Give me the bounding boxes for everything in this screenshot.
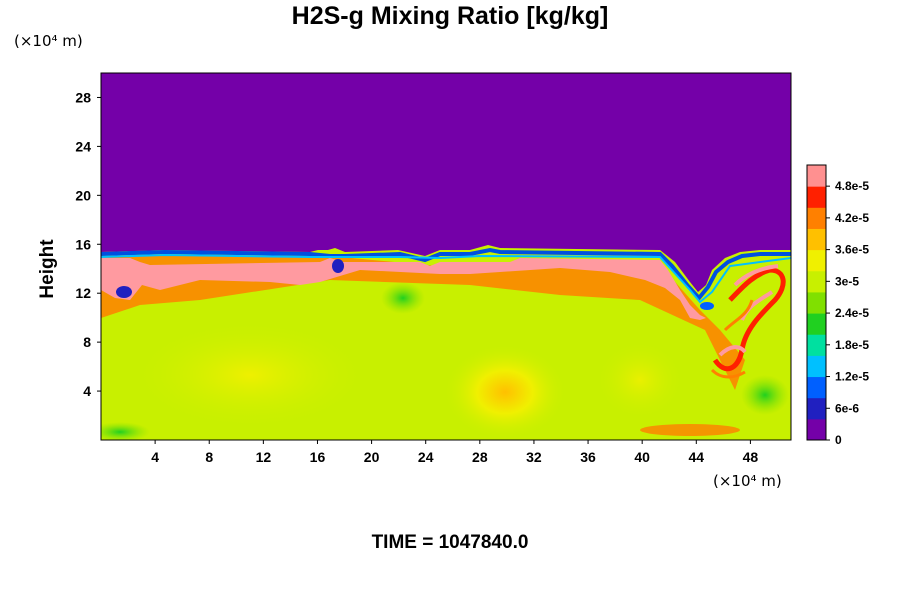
colorbar-tick-label: 2.4e-5 — [835, 306, 869, 320]
plume-orange — [710, 299, 754, 379]
colorbar-tick-label: 3.6e-5 — [835, 243, 869, 257]
field-upper-region — [101, 73, 791, 292]
eddy-left — [130, 320, 370, 430]
y-axis-ticks: 4 8 12 16 20 24 28 — [75, 89, 101, 399]
green-blob-right — [741, 375, 789, 415]
y-tick-label: 20 — [75, 187, 91, 203]
colorbar-segment — [807, 165, 826, 187]
colorbar-segment — [807, 270, 826, 293]
colorbar-segment — [807, 313, 826, 335]
x-tick-label: 28 — [472, 449, 488, 465]
colorbar-tick-label: 6e-6 — [835, 401, 859, 415]
y-tick-label: 24 — [75, 138, 91, 154]
interface-high-band — [101, 258, 706, 320]
fringe-blue — [101, 247, 791, 302]
green-blob-bottom-left — [101, 422, 150, 440]
colorbar-segment — [807, 186, 826, 208]
y-tick-label: 12 — [75, 285, 91, 301]
pocket-right — [700, 302, 714, 310]
y-axis-unit: (×10⁴ m) — [14, 32, 83, 50]
x-axis-unit: (×10⁴ m) — [713, 472, 782, 490]
plume-pink — [718, 264, 779, 357]
y-tick-label: 8 — [83, 334, 91, 350]
eddy-center — [443, 344, 567, 440]
boundary-orange-band — [101, 256, 745, 390]
colorbar-segment — [807, 334, 826, 356]
y-tick-label: 16 — [75, 236, 91, 252]
colorbar-segment — [807, 207, 826, 229]
colorbar-segment — [807, 376, 826, 399]
colorbar-tick-label: 3e-5 — [835, 274, 859, 288]
x-axis-ticks: 4 8 12 16 20 24 28 32 36 40 44 48 — [151, 440, 758, 465]
colorbar-tick-label: 1.8e-5 — [835, 338, 869, 352]
green-blob-mid — [381, 282, 425, 314]
fringe-cyan — [101, 253, 791, 304]
time-label: TIME = 1047840.0 — [371, 532, 529, 553]
colorbar-tick-label: 4.8e-5 — [835, 179, 869, 193]
colorbar-segment — [807, 355, 826, 378]
orange-streak-bottom — [640, 424, 740, 436]
field-layer — [101, 73, 791, 440]
chart-title: H2S-g Mixing Ratio [kg/kg] — [291, 2, 609, 30]
colorbar-frame — [806, 164, 827, 441]
colorbar-tick-label: 1.2e-5 — [835, 370, 869, 384]
colorbar-tick-label: 0 — [835, 433, 842, 447]
colorbar-segment — [807, 291, 826, 314]
plot-frame — [100, 72, 792, 441]
pocket-center — [332, 259, 344, 273]
x-tick-label: 8 — [205, 449, 213, 465]
x-tick-label: 32 — [526, 449, 542, 465]
plume-red — [712, 267, 786, 372]
colorbar-segment — [807, 249, 826, 272]
colorbar-tick-label: 4.2e-5 — [835, 211, 869, 225]
y-tick-label: 4 — [83, 383, 91, 399]
x-tick-label: 12 — [256, 449, 272, 465]
pocket-left — [116, 286, 132, 298]
x-tick-label: 40 — [634, 449, 650, 465]
colorbar: 0 6e-6 1.2e-5 1.8e-5 2.4e-5 3e-5 3.6e-5 4.2e-5 4… — [806, 164, 869, 447]
x-tick-label: 48 — [743, 449, 759, 465]
colorbar-segment — [807, 418, 826, 441]
eddy-right — [595, 340, 685, 420]
x-tick-label: 36 — [580, 449, 596, 465]
colorbar-segment — [807, 397, 826, 420]
colorbar-segment — [807, 228, 826, 251]
x-tick-label: 44 — [689, 449, 705, 465]
x-tick-label: 16 — [310, 449, 326, 465]
x-tick-label: 24 — [418, 449, 434, 465]
x-tick-label: 20 — [364, 449, 380, 465]
y-tick-label: 28 — [75, 89, 91, 105]
x-tick-label: 4 — [151, 449, 159, 465]
